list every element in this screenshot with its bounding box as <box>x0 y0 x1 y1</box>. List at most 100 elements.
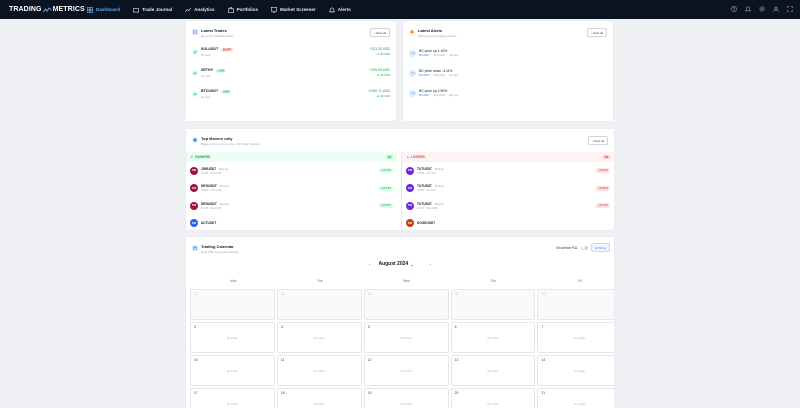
globe-icon <box>193 138 197 142</box>
no-trades-text: No trades <box>313 370 325 373</box>
profile-button[interactable] <box>772 5 780 13</box>
mover-change-badge: +11.54% <box>378 185 393 191</box>
no-trades-text: No trades <box>226 370 239 373</box>
loser-row[interactable]: SW TUTUSDT Binance 0.1522 Vol 9.0M -10.85… <box>402 180 614 198</box>
day-number: 11 <box>280 358 285 362</box>
fullscreen-button[interactable] <box>786 5 794 13</box>
pnl-show-button[interactable]: ⊕ Show <box>591 243 610 252</box>
expand-icon <box>787 6 793 12</box>
calendar-day[interactable]: 11 No trades <box>276 355 362 386</box>
trend-down-icon <box>409 69 416 77</box>
calendar-day[interactable]: 7 No trades <box>537 322 614 353</box>
loser-row[interactable]: SW DOGEUSDT <box>402 215 614 231</box>
day-number: 5 <box>367 325 370 329</box>
trade-row[interactable]: SOLUSDT SHORT 5m ago +321.05 USD +1.45 USD <box>186 41 396 62</box>
alert-row[interactable]: BC price up 2.59% BCUSDT Bybit Alert 8m ag… <box>403 83 613 103</box>
mover-volume: Vol 14.7M <box>210 206 221 210</box>
calendar-day[interactable]: 17 No trades <box>190 388 275 408</box>
calendar-day-outside[interactable]: 28 <box>276 289 362 320</box>
loser-row[interactable]: SW TUTUSDT Binance 0.2137 Vol 14.8M -10.4… <box>402 197 614 215</box>
trade-row[interactable]: BTCUSDT LONG 2m ago +1082.71 USD +1.32 USD <box>186 83 396 104</box>
calendar-day[interactable]: 21 No trades <box>537 388 614 408</box>
arrow-down-icon: ↘ <box>406 155 409 159</box>
current-month[interactable]: August 2024 <box>378 261 409 267</box>
nav-alerts[interactable]: Alerts <box>328 7 351 13</box>
calendar-day[interactable]: 6 No trades <box>450 322 536 353</box>
calendar-day[interactable]: 3 No trades <box>190 322 275 353</box>
trades-view-all-button[interactable]: › View all <box>369 28 390 37</box>
gainer-row[interactable]: SW ACTUSDT <box>186 215 397 231</box>
mover-symbol: DRGUSDT <box>201 184 217 189</box>
calendar-day-outside[interactable]: 31 <box>537 289 614 320</box>
pnl-toggle-label: Show/hide P&L <box>556 245 579 250</box>
brand-logo[interactable]: TRADING METRICS <box>9 6 87 13</box>
calendar-day[interactable]: 19 No trades <box>363 388 449 408</box>
mover-symbol: JDRUSDT <box>201 166 217 171</box>
trade-pnl: +321.05 USD <box>369 47 390 51</box>
calendar-day[interactable]: 20 No trades <box>450 388 536 408</box>
calendar-day[interactable]: 18 No trades <box>276 388 362 408</box>
coin-avatar: SW <box>190 184 198 193</box>
calendar-day[interactable]: 10 No trades <box>190 355 275 386</box>
mover-change-badge: +11.54% <box>378 203 393 209</box>
help-button[interactable] <box>730 5 738 13</box>
calendar-day[interactable]: 12 No trades <box>363 355 449 386</box>
mover-volume: Vol 12.7M <box>210 171 221 175</box>
trade-side-badge: LONG <box>215 68 227 73</box>
mover-exchange: Binance <box>219 167 229 171</box>
nav-dashboard[interactable]: Dashboard <box>87 6 120 13</box>
coin-avatar: SW <box>190 201 198 210</box>
coin-avatar: SW <box>190 166 198 175</box>
nav-market-screener[interactable]: Market Screener <box>271 6 316 13</box>
alert-row[interactable]: BC price down -3.11% BCUSDT Bybit Alert 5m… <box>403 63 613 83</box>
trades-header-icon <box>192 29 198 35</box>
calendar-day[interactable]: 13 No trades <box>450 355 536 386</box>
mover-symbol: TUTUSDT <box>417 184 432 189</box>
coin-avatar: SW <box>190 219 198 228</box>
weekday-label: Wed <box>402 278 410 283</box>
alert-row[interactable]: BC price up 1.15% BCUSDT Bybit Alert 3m ag… <box>403 43 613 63</box>
weekday-label: Mon <box>229 278 237 283</box>
trade-row[interactable]: SETHY LONG 3m ago +226.05 USD +1.45 USD <box>186 62 396 83</box>
nav-analytics[interactable]: Analytics <box>185 7 215 13</box>
calendar-day[interactable]: 5 No trades <box>363 322 449 353</box>
day-number: 12 <box>367 358 372 362</box>
trade-symbol: SETHY <box>201 68 213 73</box>
alert-time: 5m ago <box>449 74 459 77</box>
alert-title: BC price down -3.11% <box>419 69 453 73</box>
movers-view-all-button[interactable]: › View all <box>587 136 608 145</box>
nav-alerts-label: Alerts <box>337 7 351 12</box>
alerts-view-all-button[interactable]: › View all <box>586 28 607 37</box>
settings-button[interactable] <box>758 5 766 13</box>
alert-time: 8m ago <box>449 94 459 97</box>
mover-change-badge: -10.44% <box>596 203 610 209</box>
pnl-toggle-switch[interactable] <box>581 245 589 250</box>
main-nav: Dashboard Trade Journal Analytics Portfo… <box>87 6 364 13</box>
no-trades-text: No trades <box>400 337 412 340</box>
mover-exchange: Binance <box>219 185 230 189</box>
calendar-day[interactable]: 14 No trades <box>537 355 614 386</box>
notifications-button[interactable] <box>744 5 752 13</box>
nav-portfolios[interactable]: Portfolios <box>227 6 258 13</box>
prev-month-button[interactable]: ‹ <box>369 261 371 267</box>
movers-view-all-label: View all <box>593 138 604 143</box>
gainer-row[interactable]: SW JDRUSDT Binance 0.4414 Vol 12.7M +11.5… <box>186 162 397 180</box>
calendar-day-outside[interactable]: 29 <box>363 289 449 320</box>
mover-volume: Vol 14.7M <box>210 189 221 193</box>
top-navigation-bar: TRADING METRICS Dashboard Trade Journal … <box>0 0 800 19</box>
gainer-row[interactable]: SW DRGUSDT Binance 0.1265 Vol 14.7M +11.5… <box>186 180 397 198</box>
calendar-day[interactable]: 4 No trades <box>276 322 362 353</box>
mover-volume: Vol 7.6M <box>426 171 436 175</box>
gainer-row[interactable]: SW DRGUSDT Binance 0.1265 Vol 14.7M +11.5… <box>186 197 397 215</box>
next-month-button[interactable]: › <box>429 261 431 267</box>
calendar-day-outside[interactable]: 30 <box>450 289 536 320</box>
brand-left: TRADING <box>9 6 42 13</box>
trade-pnl-sub: +1.45 USD <box>376 52 390 56</box>
loser-row[interactable]: SW TUTUSDT Binance 0.0531 Vol 7.6M -14.05… <box>402 162 614 180</box>
calendar-day-outside[interactable]: 27 <box>190 289 275 320</box>
movers-header-icon <box>192 137 198 143</box>
trade-pnl-sub: +1.45 USD <box>376 73 390 77</box>
calendar-title: Trading Calendar <box>201 244 234 249</box>
nav-trade-journal[interactable]: Trade Journal <box>133 7 172 13</box>
nav-analytics-label: Analytics <box>194 7 215 12</box>
